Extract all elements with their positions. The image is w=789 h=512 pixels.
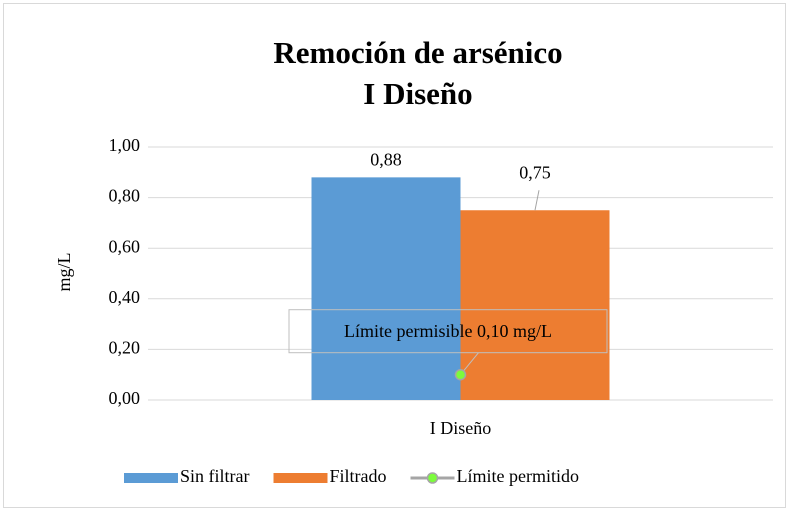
annotation-box [288,309,608,354]
label-leader [534,190,540,211]
y-tick-label: 0,60 [109,236,141,256]
x-tick-label: I Diseño [430,418,492,438]
line-marker [454,368,467,381]
bar [311,177,461,400]
data-label: 0,75 [519,162,551,182]
y-tick-label: 0,20 [109,338,141,358]
chart-subtitle: I Diseño [363,76,472,111]
legend-label: Límite permitido [457,466,579,486]
y-tick-label: 0,40 [109,287,141,307]
bar [460,210,610,400]
data-label: 0,88 [370,149,402,169]
legend-swatch [426,472,439,484]
legend-swatch [273,473,328,483]
legend-label: Sin filtrar [180,466,250,486]
annotation: Límite permisible 0,10 mg/L [344,321,552,341]
legend-swatch [124,473,178,483]
chart-title: Remoción de arsénico [273,35,562,70]
y-tick-label: 0,80 [109,186,141,206]
y-axis-label: mg/L [54,253,74,292]
y-tick-label: 0,00 [109,388,141,408]
legend-label: Filtrado [330,466,387,486]
y-tick-label: 1,00 [109,135,141,155]
